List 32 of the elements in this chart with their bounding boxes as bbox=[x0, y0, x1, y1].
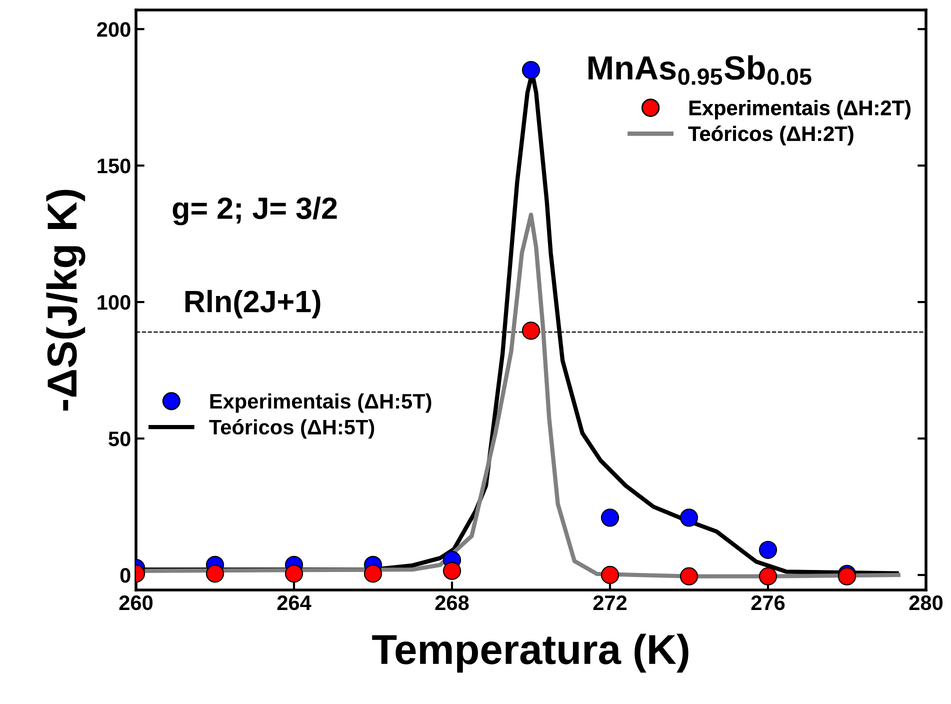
point bbox=[600, 566, 620, 584]
point bbox=[364, 564, 382, 583]
x-tick-label: 280 bbox=[909, 595, 943, 610]
point bbox=[758, 567, 778, 586]
point bbox=[680, 567, 698, 586]
y-tick-label: 0 bbox=[120, 568, 130, 583]
ref-line-label: Rln(2J+1) bbox=[185, 290, 320, 318]
legend-label: Experimentais (ΔH:5T) bbox=[210, 393, 432, 413]
legend-label: Teóricos (ΔH:5T) bbox=[209, 419, 374, 439]
y-tick-label: 100 bbox=[98, 295, 130, 310]
point bbox=[680, 508, 698, 527]
point bbox=[758, 540, 778, 559]
legend-label: Teóricos (ΔH:2T) bbox=[688, 126, 854, 146]
annotation: g= 2; J= 3/2 bbox=[172, 196, 337, 226]
x-tick-label: 260 bbox=[119, 595, 153, 610]
point bbox=[206, 564, 224, 583]
x-tick-label: 276 bbox=[751, 595, 785, 610]
point bbox=[284, 564, 304, 583]
point bbox=[522, 60, 540, 80]
x-tick-label: 272 bbox=[593, 595, 627, 610]
legend-label: Experimentais (ΔH:2T) bbox=[689, 100, 910, 120]
point bbox=[600, 508, 620, 527]
x-tick-label: 268 bbox=[435, 595, 469, 610]
annotation: MnAs$_{0.95}$Sb$_{0.05}$ bbox=[588, 55, 812, 85]
y-tick-label: 150 bbox=[98, 158, 130, 174]
y-tick-label: 50 bbox=[108, 432, 130, 446]
x-axis-title: Temperatura (K) bbox=[372, 634, 688, 673]
point bbox=[442, 562, 462, 580]
y-axis-title: -ΔS(J/kg K) bbox=[46, 190, 86, 411]
point bbox=[522, 322, 540, 340]
x-tick-label: 264 bbox=[277, 595, 312, 610]
y-tick-label: 200 bbox=[97, 22, 130, 37]
